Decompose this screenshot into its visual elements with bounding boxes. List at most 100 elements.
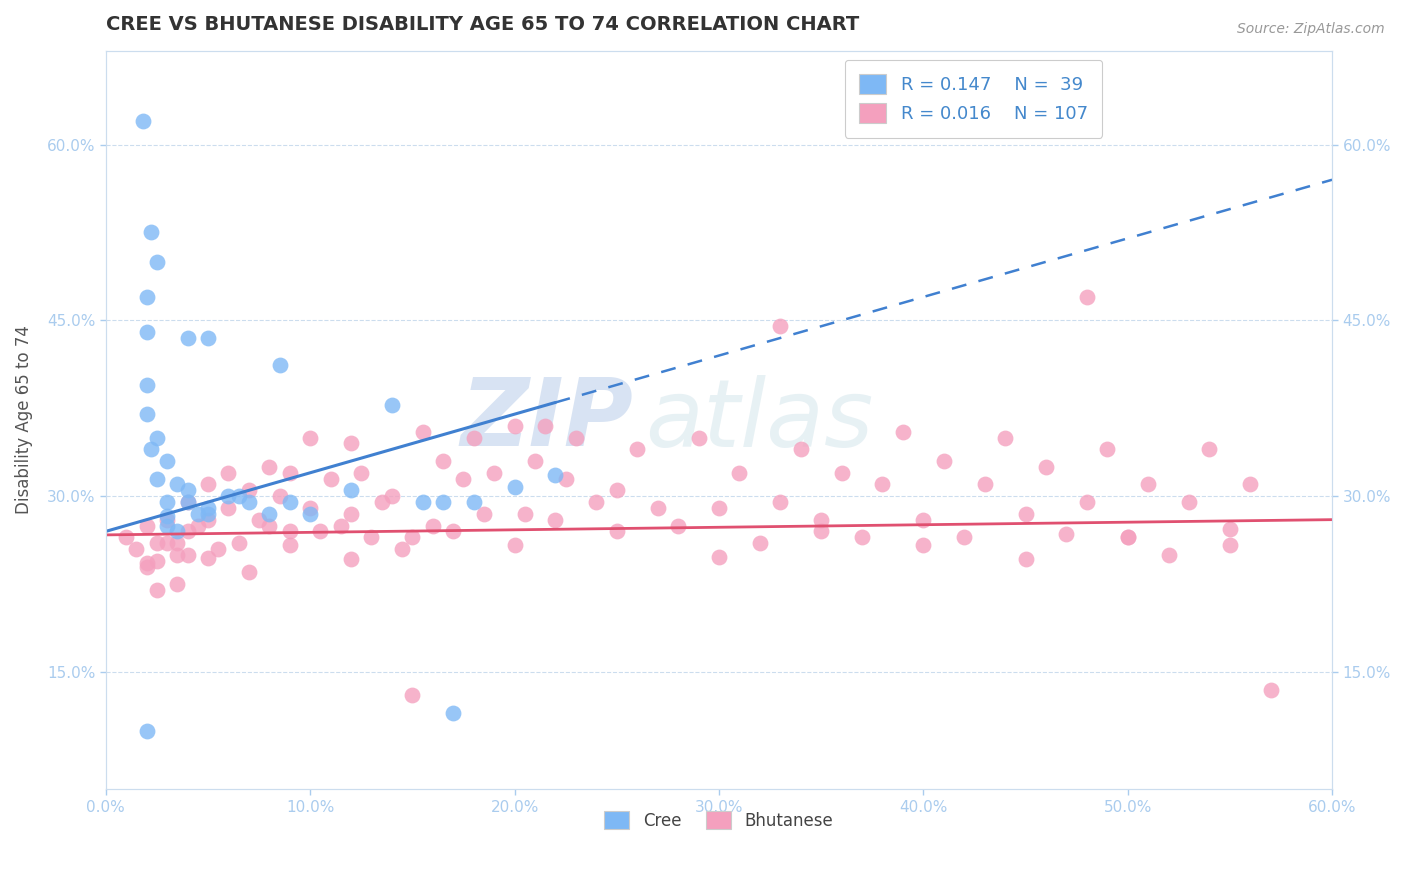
Point [360,530,382,544]
Point [973,477,995,491]
Point [401,530,423,544]
Point [278,495,301,509]
Point [299,431,322,445]
Point [146,582,169,597]
Point [146,472,169,486]
Text: Source: ZipAtlas.com: Source: ZipAtlas.com [1237,22,1385,37]
Point [503,538,526,552]
Point [707,550,730,565]
Point [340,483,363,498]
Point [176,495,198,509]
Point [585,495,607,509]
Point [810,513,832,527]
Point [146,536,169,550]
Point [146,254,169,268]
Text: atlas: atlas [645,375,873,466]
Point [912,513,935,527]
Point [513,507,536,521]
Point [1239,477,1261,491]
Point [146,431,169,445]
Point [125,541,148,556]
Point [197,513,219,527]
Point [217,500,239,515]
Point [831,466,853,480]
Point [207,541,229,556]
Point [769,319,792,334]
Point [340,436,363,450]
Point [534,418,557,433]
Point [278,466,301,480]
Point [166,524,188,539]
Point [463,495,485,509]
Point [350,466,373,480]
Point [1054,526,1077,541]
Point [135,290,157,304]
Point [247,513,270,527]
Point [197,331,219,345]
Point [238,495,260,509]
Point [340,552,363,566]
Point [370,495,392,509]
Point [748,536,770,550]
Point [278,524,301,539]
Point [139,442,162,457]
Point [1178,495,1201,509]
Point [666,518,689,533]
Point [1260,682,1282,697]
Point [707,500,730,515]
Point [851,530,873,544]
Point [115,530,138,544]
Point [1035,459,1057,474]
Point [329,518,352,533]
Point [1137,477,1160,491]
Text: CREE VS BHUTANESE DISABILITY AGE 65 TO 74 CORRELATION CHART: CREE VS BHUTANESE DISABILITY AGE 65 TO 7… [105,15,859,34]
Point [932,454,955,468]
Point [166,477,188,491]
Legend: Cree, Bhutanese: Cree, Bhutanese [598,805,839,837]
Point [1219,522,1241,536]
Point [606,524,628,539]
Point [626,442,648,457]
Point [1076,290,1098,304]
Point [606,483,628,498]
Point [166,548,188,562]
Point [1076,495,1098,509]
Point [319,472,342,486]
Point [453,472,475,486]
Point [278,538,301,552]
Point [176,495,198,509]
Point [156,495,179,509]
Point [728,466,751,480]
Point [187,507,209,521]
Point [156,513,179,527]
Point [544,513,567,527]
Point [1014,552,1036,566]
Point [503,418,526,433]
Point [135,377,157,392]
Point [769,495,792,509]
Point [412,495,434,509]
Point [1116,530,1139,544]
Point [1198,442,1220,457]
Point [432,495,454,509]
Point [135,518,157,533]
Point [228,489,250,503]
Point [156,509,179,524]
Point [1219,538,1241,552]
Point [135,325,157,339]
Y-axis label: Disability Age 65 to 74: Disability Age 65 to 74 [15,326,32,515]
Point [994,431,1017,445]
Point [135,723,157,738]
Point [238,566,260,580]
Point [176,548,198,562]
Point [187,518,209,533]
Point [1157,548,1180,562]
Point [299,507,322,521]
Point [139,226,162,240]
Point [810,524,832,539]
Point [156,454,179,468]
Point [688,431,710,445]
Point [135,407,157,421]
Point [544,468,567,483]
Point [422,518,444,533]
